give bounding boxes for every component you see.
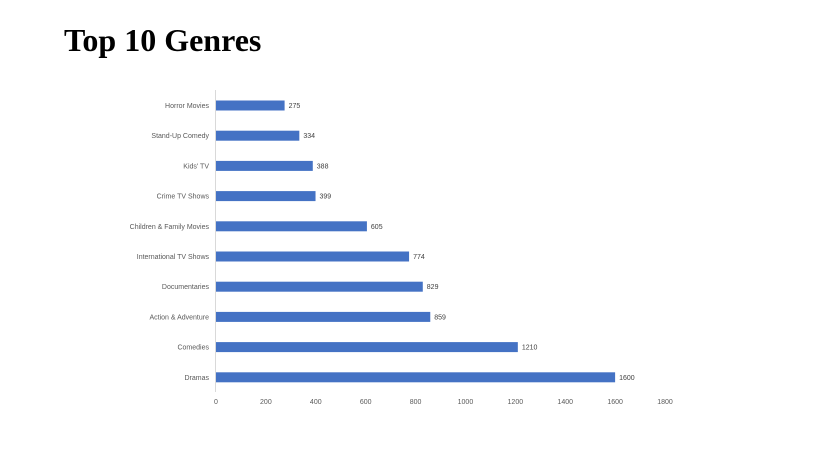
data-label-comedies: 1210 — [522, 345, 538, 352]
data-label-stand-up-comedy: 334 — [303, 133, 315, 140]
category-label-international-tv-shows: International TV Shows — [137, 254, 210, 261]
category-label-action-adventure: Action & Adventure — [149, 314, 209, 321]
x-tick-label-0: 0 — [214, 399, 218, 406]
category-label-horror-movies: Horror Movies — [165, 103, 209, 110]
bars-layer — [216, 100, 616, 383]
data-label-action-adventure: 859 — [434, 314, 446, 321]
bar-horror-movies — [216, 100, 285, 111]
category-label-kids-tv: Kids' TV — [183, 163, 209, 170]
bar-children-family-movies — [216, 221, 367, 232]
bar-dramas — [216, 372, 616, 383]
data-label-children-family-movies: 605 — [371, 224, 383, 231]
bar-action-adventure — [216, 311, 431, 322]
x-tick-label-600: 600 — [360, 399, 372, 406]
category-label-crime-tv-shows: Crime TV Shows — [157, 194, 210, 201]
category-label-comedies: Comedies — [177, 345, 209, 352]
x-tick-label-800: 800 — [410, 399, 422, 406]
bar-documentaries — [216, 281, 423, 292]
bar-crime-tv-shows — [216, 191, 316, 202]
bar-stand-up-comedy — [216, 130, 300, 141]
x-tick-label-400: 400 — [310, 399, 322, 406]
data-label-kids-tv: 388 — [317, 163, 329, 170]
page-title: Top 10 Genres — [64, 22, 262, 58]
category-label-children-family-movies: Children & Family Movies — [130, 224, 210, 231]
category-label-documentaries: Documentaries — [162, 284, 210, 291]
x-tick-label-1200: 1200 — [508, 399, 524, 406]
data-label-horror-movies: 275 — [289, 103, 301, 110]
bar-international-tv-shows — [216, 251, 410, 262]
x-tick-label-1800: 1800 — [657, 399, 673, 406]
category-label-stand-up-comedy: Stand-Up Comedy — [151, 133, 209, 140]
x-tick-label-1400: 1400 — [557, 399, 573, 406]
x-tick-label-200: 200 — [260, 399, 272, 406]
bar-comedies — [216, 342, 518, 353]
data-labels: 275 334 388 399 605 774 829 859 1210 1600 — [289, 103, 635, 382]
data-label-crime-tv-shows: 399 — [320, 194, 332, 201]
data-label-documentaries: 829 — [427, 284, 439, 291]
category-labels: Horror Movies Stand-Up Comedy Kids' TV Crim… — [130, 103, 210, 382]
x-tick-label-1000: 1000 — [458, 399, 474, 406]
bar-kids-tv — [216, 160, 313, 171]
data-label-international-tv-shows: 774 — [413, 254, 425, 261]
data-label-dramas: 1600 — [619, 375, 635, 382]
x-tick-label-1600: 1600 — [607, 399, 623, 406]
x-axis-ticks: 0 200 400 600 800 1000 1200 1400 1600 1800 — [214, 399, 673, 406]
category-label-dramas: Dramas — [184, 375, 209, 382]
